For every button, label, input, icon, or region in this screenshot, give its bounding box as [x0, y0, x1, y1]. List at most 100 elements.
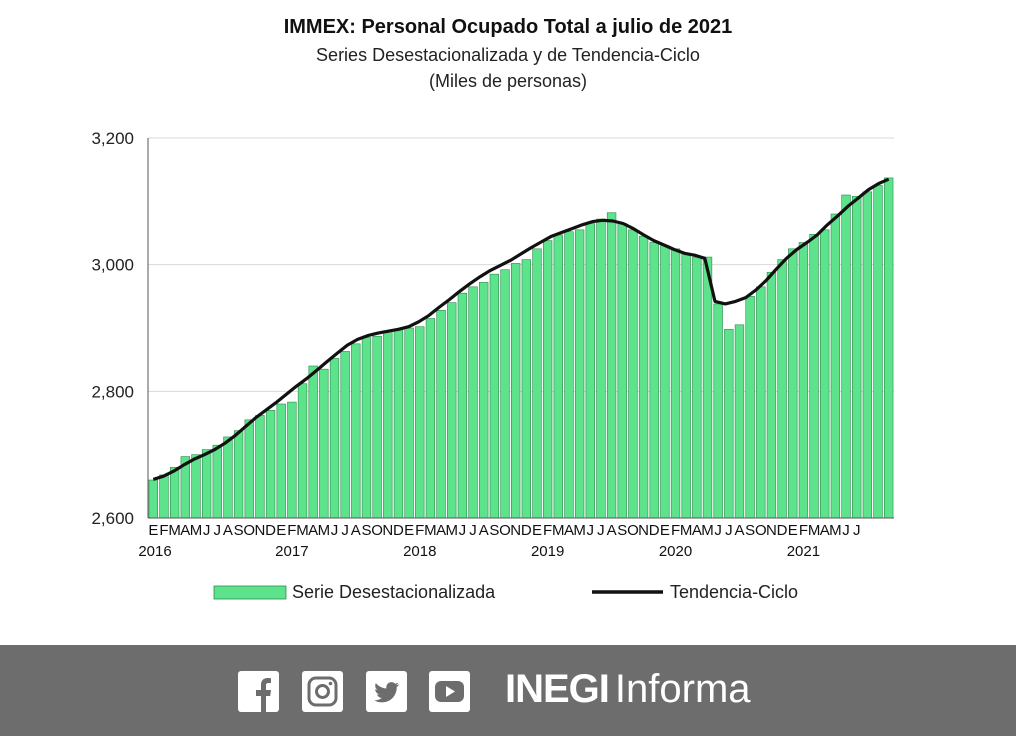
- x-tick-label: J: [587, 522, 595, 539]
- y-tick-label: 2,800: [91, 382, 134, 401]
- bar: [223, 436, 233, 519]
- bar: [489, 273, 500, 519]
- x-tick-label: J: [842, 522, 850, 539]
- bar: [447, 302, 457, 519]
- x-tick-label: D: [777, 522, 788, 539]
- bar: [383, 330, 393, 519]
- x-tick-label: J: [597, 522, 605, 539]
- x-tick-label: M: [552, 522, 565, 539]
- x-tick-label: E: [788, 522, 798, 539]
- x-tick-label: A: [223, 522, 233, 539]
- bar: [511, 263, 521, 519]
- bar: [713, 303, 723, 519]
- bar: [862, 191, 873, 519]
- x-tick-label: M: [424, 522, 437, 539]
- x-year-label: 2018: [403, 543, 436, 560]
- bar: [734, 324, 745, 519]
- y-axis: 2,600 2,800 3,000 3,200: [91, 129, 134, 528]
- inegi-informa-logo[interactable]: INEGI Informa: [505, 663, 751, 715]
- bar: [212, 444, 222, 519]
- bar: [297, 383, 308, 519]
- x-tick-label: O: [755, 522, 767, 539]
- x-tick-label: F: [415, 522, 424, 539]
- bar: [670, 248, 681, 519]
- footer-bar: INEGI Informa: [0, 645, 1016, 736]
- x-tick-label: A: [436, 522, 446, 539]
- facebook-icon[interactable]: [238, 671, 279, 712]
- bar: [777, 259, 787, 519]
- bar: [415, 326, 425, 519]
- bar: [372, 335, 382, 519]
- bar: [830, 213, 841, 519]
- x-tick-label: M: [808, 522, 821, 539]
- bar: [329, 358, 340, 519]
- bar: [404, 327, 414, 519]
- bar-series: [148, 177, 894, 519]
- bar: [457, 292, 468, 519]
- bar: [500, 269, 510, 519]
- bar: [276, 403, 286, 519]
- x-tick-label: J: [853, 522, 861, 539]
- trend-line: [152, 177, 890, 481]
- chart-title: IMMEX: Personal Ocupado Total a julio de…: [284, 16, 733, 38]
- x-tick-label: A: [479, 522, 489, 539]
- x-tick-label: A: [734, 522, 744, 539]
- bar: [340, 351, 350, 519]
- x-tick-label: F: [159, 522, 168, 539]
- y-tick-label: 2,600: [91, 509, 134, 528]
- x-tick-label: N: [254, 522, 265, 539]
- x-tick-label: J: [331, 522, 339, 539]
- bar: [798, 242, 809, 519]
- x-tick-label: M: [296, 522, 309, 539]
- x-tick-label: N: [766, 522, 777, 539]
- bar: [884, 177, 894, 519]
- bar: [169, 467, 180, 519]
- x-tick-label: D: [265, 522, 276, 539]
- legend-swatch-bars: [213, 585, 287, 600]
- axes: [147, 138, 894, 519]
- bar: [255, 415, 265, 519]
- x-tick-label: A: [351, 522, 361, 539]
- instagram-icon[interactable]: [302, 671, 343, 712]
- bar: [553, 234, 563, 519]
- bar: [148, 479, 158, 519]
- bar: [852, 195, 862, 519]
- chart-unit: (Miles de personas): [429, 71, 587, 91]
- bar: [606, 212, 617, 519]
- bar: [756, 286, 766, 519]
- bar: [542, 240, 553, 519]
- bar: [574, 229, 585, 519]
- bar: [841, 194, 851, 519]
- legend-label-line: Tendencia-Ciclo: [670, 582, 798, 602]
- youtube-icon[interactable]: [429, 671, 470, 712]
- bar: [244, 419, 254, 519]
- bar: [660, 245, 670, 519]
- x-tick-label: O: [499, 522, 511, 539]
- bar: [468, 286, 478, 519]
- x-tick-label: J: [203, 522, 211, 539]
- legend: Serie Desestacionalizada Tendencia-Ciclo: [213, 582, 798, 602]
- x-tick-label: E: [276, 522, 286, 539]
- bar: [361, 337, 372, 519]
- bar: [308, 365, 318, 519]
- x-tick-label: J: [341, 522, 349, 539]
- x-tick-label: J: [459, 522, 467, 539]
- bar: [745, 296, 755, 519]
- bar: [351, 343, 361, 519]
- x-tick-label: D: [649, 522, 660, 539]
- x-tick-label: A: [607, 522, 617, 539]
- chart-subtitle: Series Desestacionalizada y de Tendencia…: [316, 45, 700, 65]
- x-tick-label: F: [543, 522, 552, 539]
- x-tick-label: E: [660, 522, 670, 539]
- bar: [287, 401, 297, 519]
- x-tick-label: N: [382, 522, 393, 539]
- bar: [159, 474, 169, 519]
- x-tick-label: M: [445, 522, 458, 539]
- x-tick-label: E: [148, 522, 158, 539]
- brand-informa: Informa: [614, 667, 751, 711]
- chart: IMMEX: Personal Ocupado Total a julio de…: [91, 16, 894, 602]
- bar: [617, 223, 627, 519]
- twitter-icon[interactable]: [366, 671, 407, 712]
- x-tick-label: E: [532, 522, 542, 539]
